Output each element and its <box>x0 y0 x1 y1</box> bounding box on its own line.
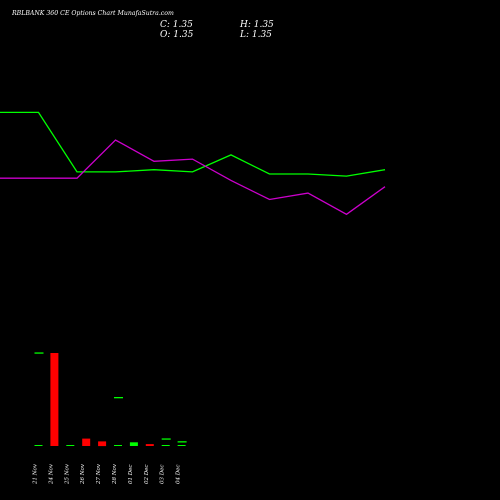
volume-bars-area <box>34 352 187 447</box>
open-value: O: 1.35 <box>160 30 194 40</box>
volume-bar <box>34 445 43 446</box>
volume-marker <box>177 441 187 443</box>
x-tick-label: 01 Dec <box>128 465 134 485</box>
x-tick-label: 24 Nov <box>48 463 54 485</box>
low-value: L: 1.35 <box>239 30 272 40</box>
volume-bar <box>161 445 170 446</box>
average-line <box>0 139 386 216</box>
x-tick-label: 26 Nov <box>80 463 86 485</box>
volume-bar <box>177 445 186 446</box>
volume-bar <box>66 445 75 446</box>
volume-bar <box>50 353 59 446</box>
chart-title: RBLBANK 360 CE Options Chart MunafaSutra… <box>11 10 174 17</box>
volume-bar <box>98 441 107 447</box>
x-tick-label: 04 Dec <box>176 465 182 485</box>
x-tick-label: 28 Nov <box>112 463 118 485</box>
x-tick-label: 02 Dec <box>144 465 150 485</box>
volume-marker <box>34 352 44 354</box>
x-tick-label: 27 Nov <box>96 463 102 485</box>
volume-bar <box>114 445 122 446</box>
x-tick-label: 25 Nov <box>64 463 70 485</box>
price-chart-area <box>0 111 386 216</box>
x-tick-label: 21 Nov <box>33 463 39 485</box>
high-value: H: 1.35 <box>239 20 274 30</box>
volume-marker <box>114 397 123 399</box>
close-value: C: 1.35 <box>160 20 193 30</box>
volume-marker <box>161 438 171 440</box>
price-line <box>0 111 386 177</box>
x-axis-labels: 21 Nov 24 Nov 25 Nov 26 Nov 27 Nov 28 Nov 01 D… <box>33 463 182 485</box>
volume-bar <box>145 444 154 446</box>
volume-bar <box>129 442 138 446</box>
volume-bar <box>82 438 91 446</box>
x-tick-label: 03 Dec <box>160 465 166 485</box>
